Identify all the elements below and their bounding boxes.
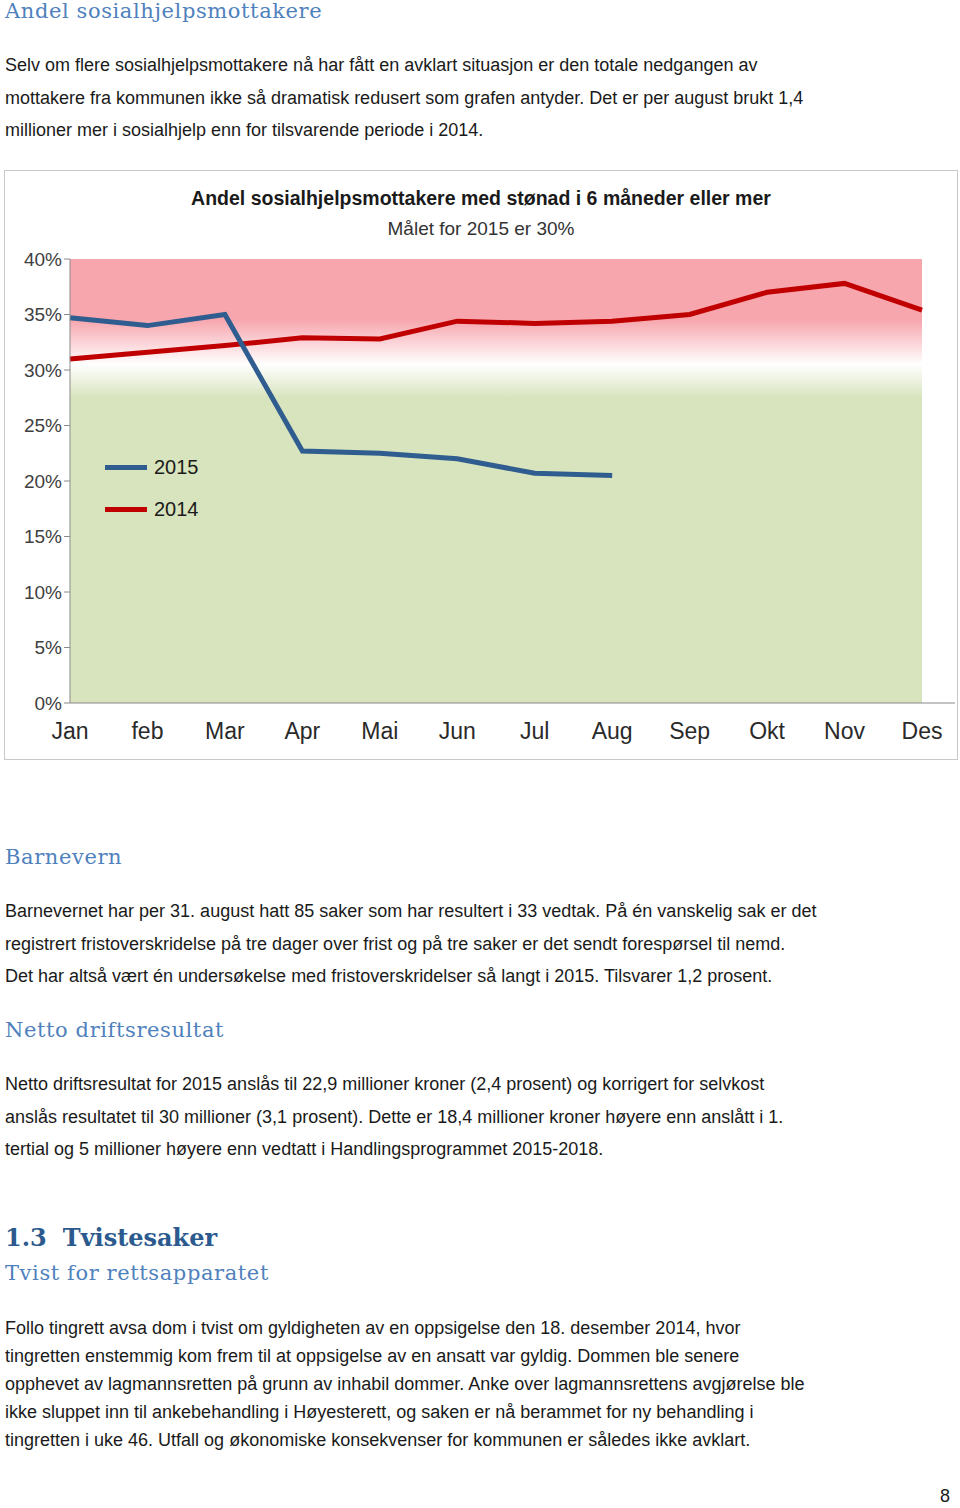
html-text:2014: 2014 [154,497,199,520]
svg-text:Aug: Aug [592,718,633,744]
svg-text:20%: 20% [24,471,62,492]
svg-text:35%: 35% [24,304,62,325]
svg-text:Okt: Okt [749,718,785,744]
svg-text:Apr: Apr [284,718,320,744]
svg-text:10%: 10% [24,582,62,603]
svg-text:5%: 5% [35,637,63,658]
svg-text:Nov: Nov [824,718,865,744]
svg-text:Jun: Jun [439,718,476,744]
svg-text:Des: Des [902,718,943,744]
html-text:Målet for 2015 er 30%: Målet for 2015 er 30% [387,218,575,239]
html-text:Netto driftsresultat: Netto driftsresultat [5,1018,225,1043]
html-text:tertial og 5 millioner høyere: tertial og 5 millioner høyere enn vedtat… [5,1139,604,1160]
html-text:mottakere fra kommunen ikke så: mottakere fra kommunen ikke så dramatisk… [5,87,804,108]
svg-text:feb: feb [131,718,163,744]
svg-text:0%: 0% [35,693,63,714]
html-text:2015: 2015 [154,455,199,478]
html-text:Follo tingrett avsa dom i tvis: Follo tingrett avsa dom i tvist om gyldi… [5,1318,741,1339]
svg-text:15%: 15% [24,526,62,547]
html-text:anslås resultatet til 30 milli: anslås resultatet til 30 millioner (3,1 … [5,1106,784,1127]
html-text:tingretten i uke 46. Utfall og: tingretten i uke 46. Utfall og økonomisk… [5,1430,751,1451]
html-text:1.3: 1.3 [5,1223,47,1252]
svg-text:Jan: Jan [51,718,88,744]
svg-text:Sep: Sep [669,718,710,744]
svg-text:Mai: Mai [361,718,398,744]
html-text:Barnevernet har per 31. august: Barnevernet har per 31. august hatt 85 s… [5,901,817,922]
svg-text:30%: 30% [24,360,62,381]
svg-text:Mar: Mar [205,718,245,744]
html-text:Andel sosialhjelpsmottakere me: Andel sosialhjelpsmottakere med stønad i… [191,187,771,209]
html-text:opphevet av lagmannsretten på: opphevet av lagmannsretten på grunn av i… [5,1374,805,1395]
html-text:Tvistesaker: Tvistesaker [62,1223,218,1252]
html-text:Andel sosialhjelpsmottakere: Andel sosialhjelpsmottakere [5,0,323,24]
html-text:millioner mer i sosialhjelp en: millioner mer i sosialhjelp enn for tils… [5,120,484,141]
html-text:registrert fristoverskridelse: registrert fristoverskridelse på tre dag… [5,933,786,954]
html-text:8: 8 [940,1486,950,1507]
html-text:ikke sluppet inn til ankebehan: ikke sluppet inn til ankebehandling i Hø… [5,1402,754,1423]
html-text:tingretten enstemmig kom frem: tingretten enstemmig kom frem til at opp… [5,1346,740,1367]
html-text:Netto driftsresultat for 2015: Netto driftsresultat for 2015 anslås til… [5,1074,765,1095]
html-text:Selv om flere sosialhjelpsmott: Selv om flere sosialhjelpsmottakere nå h… [5,55,758,76]
html-text:Tvist for rettsapparatet: Tvist for rettsapparatet [5,1261,269,1286]
html-text:Barnevern: Barnevern [5,845,123,870]
svg-text:Jul: Jul [520,718,549,744]
html-text:Det har altså vært én undersøk: Det har altså vært én undersøkelse med f… [5,966,773,987]
svg-text:25%: 25% [24,415,62,436]
svg-text:40%: 40% [24,249,62,270]
